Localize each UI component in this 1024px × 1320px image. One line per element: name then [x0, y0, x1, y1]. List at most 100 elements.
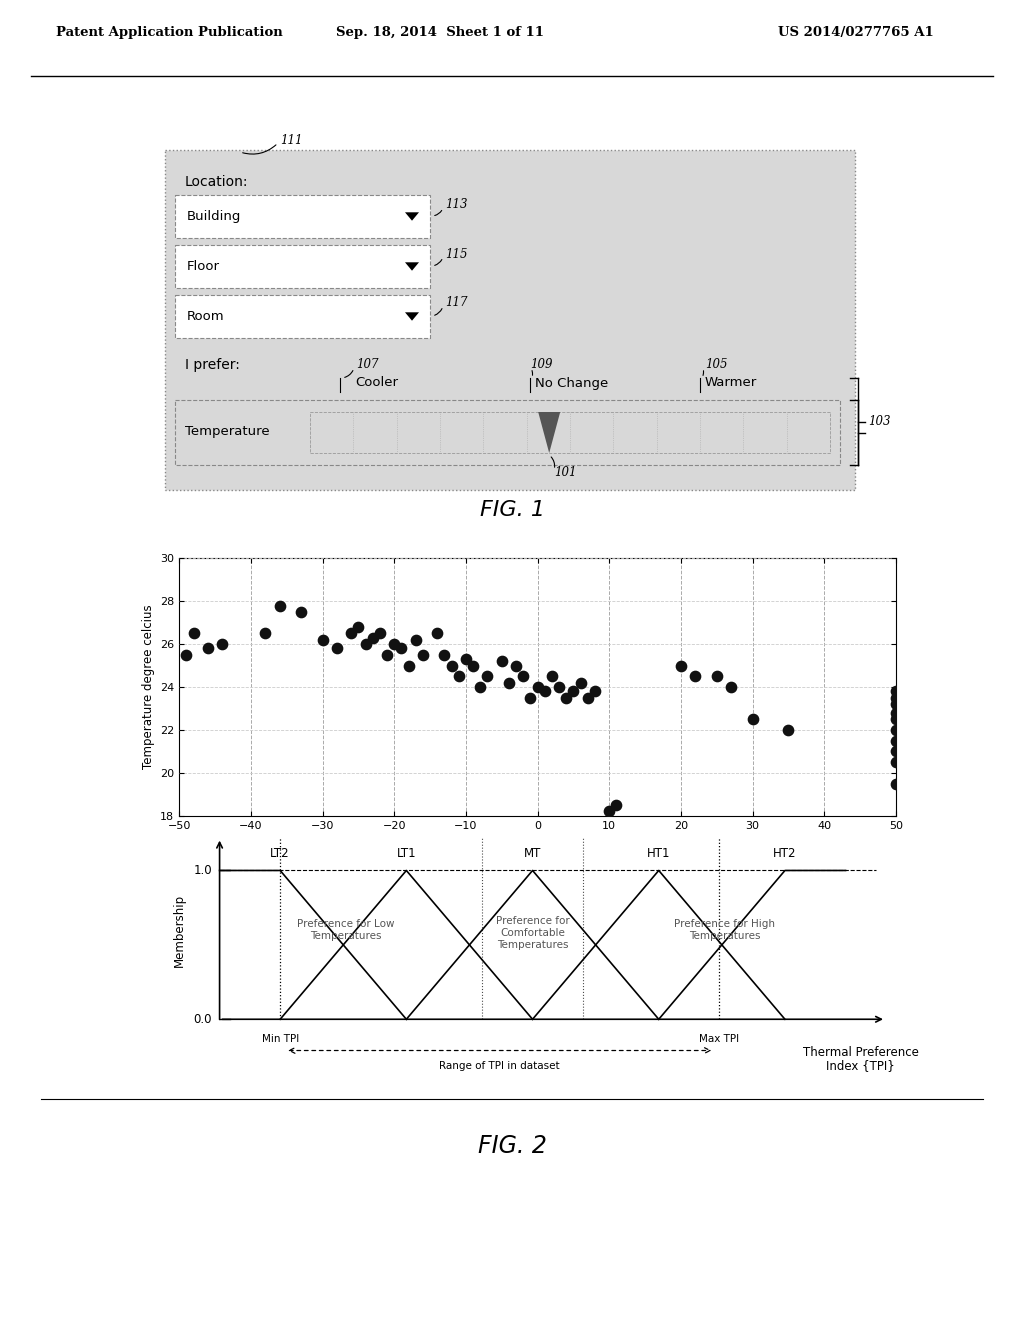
- Point: [888, 719, 904, 741]
- Point: [465, 655, 481, 676]
- Point: [314, 630, 331, 651]
- Point: [723, 676, 739, 697]
- Point: [436, 644, 453, 665]
- Point: [888, 681, 904, 702]
- Text: Index {TPI}: Index {TPI}: [826, 1060, 895, 1072]
- Point: [443, 655, 460, 676]
- Point: [529, 676, 546, 697]
- Text: Temperature: Temperature: [185, 425, 269, 438]
- Point: [551, 676, 567, 697]
- Point: [572, 672, 589, 693]
- Text: Preference for Low
Temperatures: Preference for Low Temperatures: [297, 919, 394, 941]
- Point: [472, 676, 488, 697]
- Text: 113: 113: [445, 198, 468, 211]
- Text: 115: 115: [445, 248, 468, 260]
- Point: [780, 719, 797, 741]
- Point: [673, 655, 689, 676]
- Polygon shape: [406, 213, 419, 220]
- Text: Preference for
Comfortable
Temperatures: Preference for Comfortable Temperatures: [496, 916, 569, 949]
- Point: [214, 634, 230, 655]
- Point: [408, 630, 424, 651]
- Point: [888, 702, 904, 723]
- Text: Preference for High
Temperatures: Preference for High Temperatures: [674, 919, 775, 941]
- Text: FIG. 2: FIG. 2: [477, 1134, 547, 1158]
- Text: Room: Room: [187, 310, 224, 323]
- Point: [565, 681, 582, 702]
- Text: 105: 105: [705, 359, 727, 371]
- Point: [888, 774, 904, 795]
- Point: [429, 623, 445, 644]
- Point: [494, 651, 510, 672]
- Text: MT: MT: [524, 847, 542, 861]
- Polygon shape: [165, 150, 855, 490]
- Point: [372, 623, 388, 644]
- Point: [580, 688, 596, 709]
- Text: No Change: No Change: [535, 376, 608, 389]
- Polygon shape: [406, 313, 419, 321]
- Point: [522, 688, 539, 709]
- Text: 0.0: 0.0: [194, 1012, 212, 1026]
- Point: [888, 741, 904, 762]
- Point: [329, 638, 345, 659]
- Text: 103: 103: [868, 414, 891, 428]
- Text: 117: 117: [445, 297, 468, 309]
- Point: [365, 627, 381, 648]
- Point: [888, 709, 904, 730]
- Point: [185, 623, 202, 644]
- Text: Location:: Location:: [185, 176, 249, 189]
- Point: [515, 665, 531, 686]
- Polygon shape: [175, 400, 840, 465]
- Text: 101: 101: [554, 466, 577, 479]
- Text: 1.0: 1.0: [194, 865, 212, 876]
- Point: [587, 681, 603, 702]
- Polygon shape: [175, 294, 430, 338]
- Point: [501, 672, 517, 693]
- Polygon shape: [175, 246, 430, 288]
- Polygon shape: [310, 412, 830, 453]
- Point: [293, 602, 309, 623]
- Text: Cooler: Cooler: [355, 376, 398, 389]
- Text: FIG. 1: FIG. 1: [479, 500, 545, 520]
- Point: [709, 665, 725, 686]
- Point: [343, 623, 359, 644]
- Point: [888, 694, 904, 715]
- Point: [508, 655, 524, 676]
- Point: [178, 644, 195, 665]
- Polygon shape: [406, 263, 419, 271]
- Point: [544, 665, 560, 686]
- Point: [200, 638, 216, 659]
- Text: Membership: Membership: [173, 894, 185, 966]
- Point: [601, 801, 617, 822]
- Point: [888, 688, 904, 709]
- Point: [393, 638, 410, 659]
- Point: [888, 751, 904, 772]
- Y-axis label: Temperature degree celcius: Temperature degree celcius: [141, 605, 155, 770]
- Point: [608, 795, 625, 816]
- Text: Floor: Floor: [187, 260, 220, 273]
- Point: [744, 709, 761, 730]
- Point: [687, 665, 703, 686]
- Point: [257, 623, 273, 644]
- Point: [458, 648, 474, 669]
- Point: [479, 665, 496, 686]
- Point: [379, 644, 395, 665]
- Text: Building: Building: [187, 210, 242, 223]
- Point: [415, 644, 431, 665]
- Text: LT2: LT2: [270, 847, 290, 861]
- Text: HT1: HT1: [647, 847, 671, 861]
- Text: Thermal Preference: Thermal Preference: [803, 1045, 919, 1059]
- Polygon shape: [175, 195, 430, 238]
- Text: Max TPI: Max TPI: [699, 1034, 739, 1044]
- Text: 107: 107: [356, 359, 379, 371]
- Text: HT2: HT2: [773, 847, 797, 861]
- Polygon shape: [539, 412, 560, 453]
- Text: Min TPI: Min TPI: [261, 1034, 299, 1044]
- Point: [400, 655, 417, 676]
- Point: [451, 665, 467, 686]
- Text: Range of TPI in dataset: Range of TPI in dataset: [439, 1061, 560, 1071]
- Point: [537, 681, 553, 702]
- Text: Patent Application Publication: Patent Application Publication: [56, 26, 283, 40]
- Text: I prefer:: I prefer:: [185, 358, 240, 372]
- Point: [888, 730, 904, 751]
- Point: [350, 616, 367, 638]
